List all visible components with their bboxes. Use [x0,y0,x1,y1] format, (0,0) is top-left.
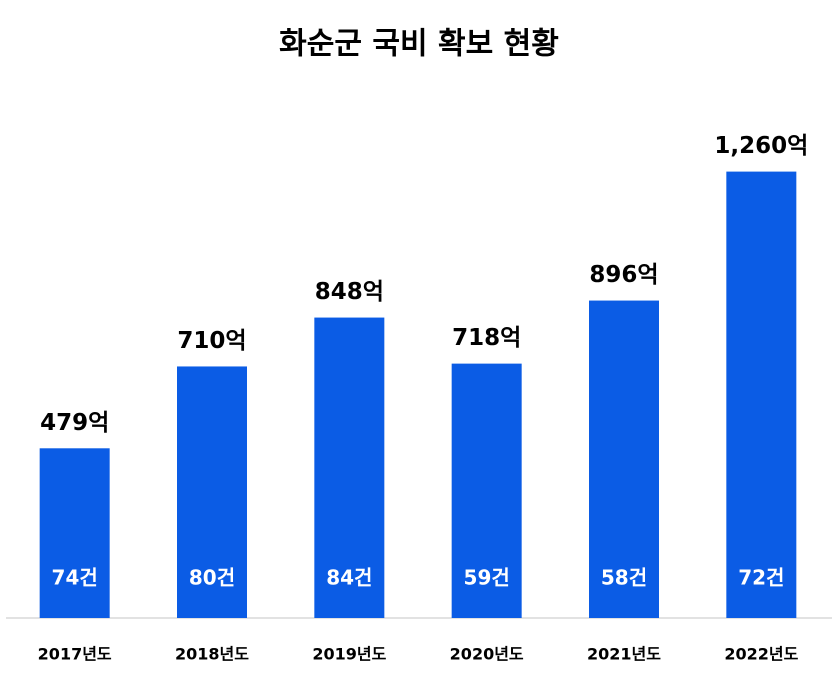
value-label: 479억 [40,410,109,436]
bar [451,363,522,618]
x-tick-label: 2022년도 [724,645,798,664]
x-tick-label: 2017년도 [38,645,112,664]
x-tick-label: 2018년도 [175,645,249,664]
bar [314,317,385,618]
bar [589,300,659,618]
chart-title: 화순군 국비 확보 현황 [279,27,559,62]
count-label: 59건 [464,566,510,590]
count-label: 72건 [738,566,784,590]
bar [39,448,110,618]
x-tick-label: 2021년도 [587,645,661,664]
value-label: 1,260억 [714,133,808,159]
value-label: 848억 [315,279,384,305]
count-label: 74건 [52,566,98,590]
bar [726,171,797,618]
bar [177,366,247,618]
value-label: 718억 [452,325,521,351]
x-tick-label: 2019년도 [312,645,386,664]
value-label: 710억 [177,328,246,354]
count-label: 84건 [326,566,372,590]
count-label: 58건 [601,566,647,590]
x-tick-label: 2020년도 [450,645,524,664]
value-label: 896억 [589,262,658,288]
count-label: 80건 [189,566,235,590]
